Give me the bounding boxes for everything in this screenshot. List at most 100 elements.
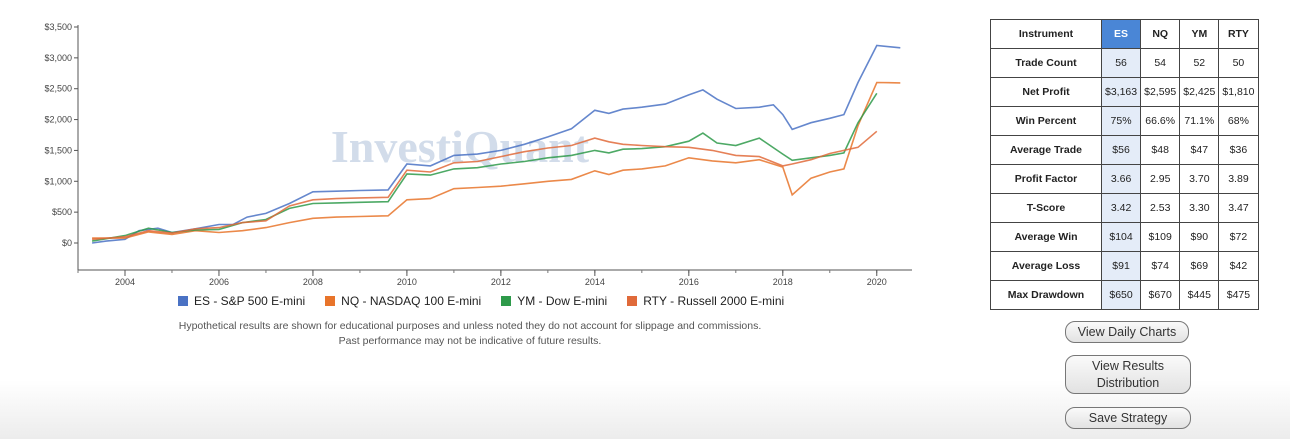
table-cell: $1,810 bbox=[1218, 77, 1259, 107]
table-cell: 50 bbox=[1218, 48, 1259, 78]
row-label: Max Drawdown bbox=[990, 280, 1102, 310]
table-cell: 66.6% bbox=[1140, 106, 1181, 136]
table-cell: $69 bbox=[1179, 251, 1220, 281]
save-strategy-button[interactable]: Save Strategy bbox=[1065, 407, 1191, 429]
legend-swatch bbox=[325, 296, 336, 306]
equity-chart-svg: InvestiQuant $0 $500 $1,000 $1,500 $2,000 $2,… bbox=[44, 22, 912, 287]
table-row: Average Trade $56 $48 $47 $36 bbox=[990, 135, 1259, 165]
table-cell: 71.1% bbox=[1179, 106, 1220, 136]
y-tick-label: $2,000 bbox=[44, 115, 72, 125]
table-cell: 3.47 bbox=[1218, 193, 1259, 223]
row-label: Trade Count bbox=[990, 48, 1102, 78]
legend-item-3[interactable]: RTY - Russell 2000 E-mini bbox=[627, 294, 784, 308]
table-cell: $90 bbox=[1179, 222, 1220, 252]
watermark-logo: InvestiQuant bbox=[331, 121, 590, 172]
row-label: Average Win bbox=[990, 222, 1102, 252]
table-cell: 56 bbox=[1100, 48, 1142, 78]
table-cell: 2.53 bbox=[1140, 193, 1181, 223]
x-tick-label: 2006 bbox=[209, 277, 229, 287]
table-cell: $47 bbox=[1179, 135, 1220, 165]
column-header-ym[interactable]: YM bbox=[1179, 19, 1220, 49]
row-label: Profit Factor bbox=[990, 164, 1102, 194]
chart-legend: ES - S&P 500 E-mini NQ - NASDAQ 100 E-min… bbox=[178, 294, 784, 308]
legend-swatch bbox=[501, 296, 512, 306]
table-cell: 68% bbox=[1218, 106, 1259, 136]
series-line-1 bbox=[92, 81, 901, 239]
header-instrument: Instrument bbox=[990, 19, 1102, 49]
table-row: Net Profit $3,163 $2,595 $2,425 $1,810 bbox=[990, 77, 1259, 107]
row-label: Average Trade bbox=[990, 135, 1102, 165]
x-tick-label: 2014 bbox=[585, 277, 605, 287]
series-line-3 bbox=[92, 130, 878, 241]
column-header-nq[interactable]: NQ bbox=[1140, 19, 1181, 49]
table-cell: $104 bbox=[1100, 222, 1142, 252]
table-row: Win Percent 75% 66.6% 71.1% 68% bbox=[990, 106, 1259, 136]
y-tick-label: $2,500 bbox=[44, 84, 72, 94]
view-results-distribution-button[interactable]: View Results Distribution bbox=[1065, 355, 1191, 394]
x-tick-label: 2016 bbox=[679, 277, 699, 287]
legend-label: NQ - NASDAQ 100 E-mini bbox=[341, 294, 482, 308]
table-cell: 3.66 bbox=[1100, 164, 1142, 194]
table-cell: 52 bbox=[1179, 48, 1220, 78]
table-cell: $2,425 bbox=[1179, 77, 1220, 107]
table-cell: $48 bbox=[1140, 135, 1181, 165]
chart-axes: $0 $500 $1,000 $1,500 $2,000 $2,500 $3,000 $3,5… bbox=[44, 22, 912, 287]
table-cell: 75% bbox=[1100, 106, 1142, 136]
performance-table: Instrument ES NQ YM RTY Trade Count 56 54 52 50… bbox=[990, 19, 1259, 310]
table-cell: $42 bbox=[1218, 251, 1259, 281]
table-row: Trade Count 56 54 52 50 bbox=[990, 48, 1259, 78]
row-label: T-Score bbox=[990, 193, 1102, 223]
column-header-es[interactable]: ES bbox=[1100, 19, 1142, 49]
y-tick-label: $500 bbox=[52, 207, 72, 217]
legend-label: YM - Dow E-mini bbox=[517, 294, 608, 308]
legend-item-1[interactable]: NQ - NASDAQ 100 E-mini bbox=[325, 294, 481, 308]
series-line-2 bbox=[91, 92, 878, 242]
y-tick-label: $1,500 bbox=[44, 145, 72, 155]
table-cell: $475 bbox=[1218, 280, 1259, 310]
table-cell: 3.42 bbox=[1100, 193, 1142, 223]
table-cell: 3.89 bbox=[1218, 164, 1259, 194]
view-results-label-2: Distribution bbox=[1096, 375, 1160, 390]
row-label: Net Profit bbox=[990, 77, 1102, 107]
table-cell: $56 bbox=[1100, 135, 1142, 165]
table-row: Average Win $104 $109 $90 $72 bbox=[990, 222, 1259, 252]
legend-swatch bbox=[627, 296, 638, 306]
table-cell: 54 bbox=[1140, 48, 1181, 78]
series-line-0 bbox=[91, 44, 901, 244]
chart-lines bbox=[91, 44, 901, 244]
table-cell: $650 bbox=[1100, 280, 1142, 310]
y-tick-label: $1,000 bbox=[44, 176, 72, 186]
table-body: Trade Count 56 54 52 50 Net Profit $3,163 $2,59… bbox=[990, 48, 1259, 310]
legend-item-0[interactable]: ES - S&P 500 E-mini bbox=[178, 294, 305, 308]
table-cell: $3,163 bbox=[1100, 77, 1142, 107]
table-cell: $670 bbox=[1140, 280, 1181, 310]
table-cell: $74 bbox=[1140, 251, 1181, 281]
y-tick-label: $0 bbox=[62, 238, 72, 248]
disclaimer-line-2: Past performance may not be indicative o… bbox=[338, 335, 602, 347]
table-cell: $72 bbox=[1218, 222, 1259, 252]
table-cell: $445 bbox=[1179, 280, 1220, 310]
row-label: Win Percent bbox=[990, 106, 1102, 136]
view-daily-charts-button[interactable]: View Daily Charts bbox=[1065, 321, 1189, 343]
table-row: Average Loss $91 $74 $69 $42 bbox=[990, 251, 1259, 281]
table-header-row: Instrument ES NQ YM RTY bbox=[990, 19, 1259, 49]
x-tick-label: 2012 bbox=[491, 277, 511, 287]
column-header-rty[interactable]: RTY bbox=[1218, 19, 1259, 49]
x-tick-label: 2010 bbox=[397, 277, 417, 287]
x-tick-label: 2018 bbox=[773, 277, 793, 287]
table-row: Max Drawdown $650 $670 $445 $475 bbox=[990, 280, 1259, 310]
table-row: Profit Factor 3.66 2.95 3.70 3.89 bbox=[990, 164, 1259, 194]
legend-label: RTY - Russell 2000 E-mini bbox=[643, 294, 785, 308]
legend-item-2[interactable]: YM - Dow E-mini bbox=[501, 294, 607, 308]
y-tick-label: $3,500 bbox=[44, 22, 72, 32]
table-cell: $91 bbox=[1100, 251, 1142, 281]
x-tick-label: 2008 bbox=[303, 277, 323, 287]
y-tick-label: $3,000 bbox=[44, 53, 72, 63]
x-tick-label: 2004 bbox=[115, 277, 135, 287]
table-cell: 3.70 bbox=[1179, 164, 1220, 194]
table-row: T-Score 3.42 2.53 3.30 3.47 bbox=[990, 193, 1259, 223]
table-cell: $109 bbox=[1140, 222, 1181, 252]
view-results-label-1: View Results bbox=[1091, 358, 1165, 373]
row-label: Average Loss bbox=[990, 251, 1102, 281]
x-tick-label: 2020 bbox=[867, 277, 887, 287]
